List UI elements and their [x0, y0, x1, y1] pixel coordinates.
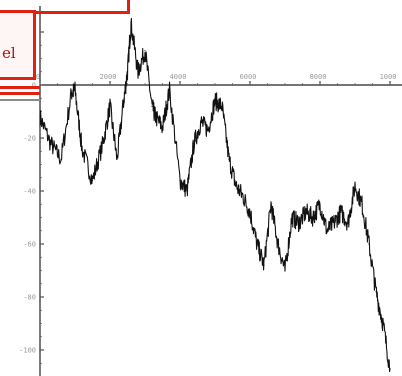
data-point: [270, 203, 272, 205]
data-point: [277, 243, 279, 245]
data-point: [207, 129, 209, 131]
data-point: [70, 92, 73, 94]
data-point: [298, 222, 300, 224]
data-point: [361, 203, 363, 205]
data-point: [235, 185, 237, 187]
data-point: [382, 322, 384, 325]
data-point: [242, 195, 244, 197]
data-point: [49, 142, 52, 144]
cropped-top-bar: [36, 0, 130, 14]
data-point: [102, 142, 104, 144]
data-point: [347, 222, 349, 224]
x-tick-label: 8000: [310, 73, 327, 81]
data-point: [319, 203, 321, 205]
y-tick-label: -80: [23, 294, 36, 302]
data-point: [249, 211, 251, 213]
data-point: [284, 269, 286, 272]
cropped-label-text: el: [2, 44, 16, 62]
data-point: [60, 158, 62, 160]
cropped-dialog-fragment: el: [0, 0, 40, 101]
data-point: [326, 230, 328, 232]
y-tick-label: -100: [19, 347, 36, 355]
chart-series-group: [39, 17, 391, 373]
data-point: [130, 23, 132, 25]
chart-ticks: 020004000600080001000200-20-40-60-80-100: [19, 29, 397, 364]
data-point: [263, 264, 265, 266]
chart-axes: [39, 6, 402, 376]
data-point: [91, 179, 94, 181]
data-point: [312, 216, 314, 219]
data-point: [151, 105, 153, 107]
red-stripe: [0, 86, 40, 89]
x-tick-label: 2000: [100, 73, 117, 81]
y-tick-label: -20: [23, 135, 36, 143]
data-point: [126, 71, 129, 73]
x-tick-label: 1000: [380, 73, 397, 81]
red-stripe: [0, 92, 40, 95]
y-tick-label: -60: [23, 241, 36, 249]
data-point: [333, 222, 335, 224]
data-point: [340, 211, 342, 213]
data-point: [74, 89, 76, 91]
data-point: [200, 121, 202, 123]
data-point: [354, 185, 356, 187]
data-point: [161, 126, 164, 128]
data-point: [109, 105, 111, 107]
data-point: [81, 148, 83, 150]
data-point: [193, 142, 195, 144]
data-point: [179, 179, 181, 181]
data-point: [368, 243, 370, 245]
data-point: [256, 243, 258, 245]
data-point: [305, 211, 307, 213]
data-point: [214, 100, 216, 102]
series-line: [39, 17, 391, 373]
data-point: [123, 97, 125, 99]
y-tick-label: 0: [32, 82, 36, 90]
data-point: [154, 116, 157, 118]
data-point: [375, 291, 377, 293]
x-tick-label: 6000: [240, 73, 257, 81]
data-point: [116, 158, 118, 160]
y-tick-label: -40: [23, 188, 36, 196]
data-point: [389, 367, 391, 370]
data-point: [137, 71, 139, 73]
data-point: [186, 190, 188, 192]
data-point: [39, 116, 41, 118]
grey-stripe: [0, 99, 40, 101]
data-point: [291, 216, 293, 219]
data-point: [228, 158, 230, 160]
data-point: [168, 89, 171, 91]
data-point: [144, 49, 146, 52]
x-tick-label: 0: [36, 73, 40, 81]
data-point: [221, 105, 223, 107]
x-tick-label: 4000: [170, 73, 187, 81]
cropped-dialog-box: [0, 10, 36, 80]
